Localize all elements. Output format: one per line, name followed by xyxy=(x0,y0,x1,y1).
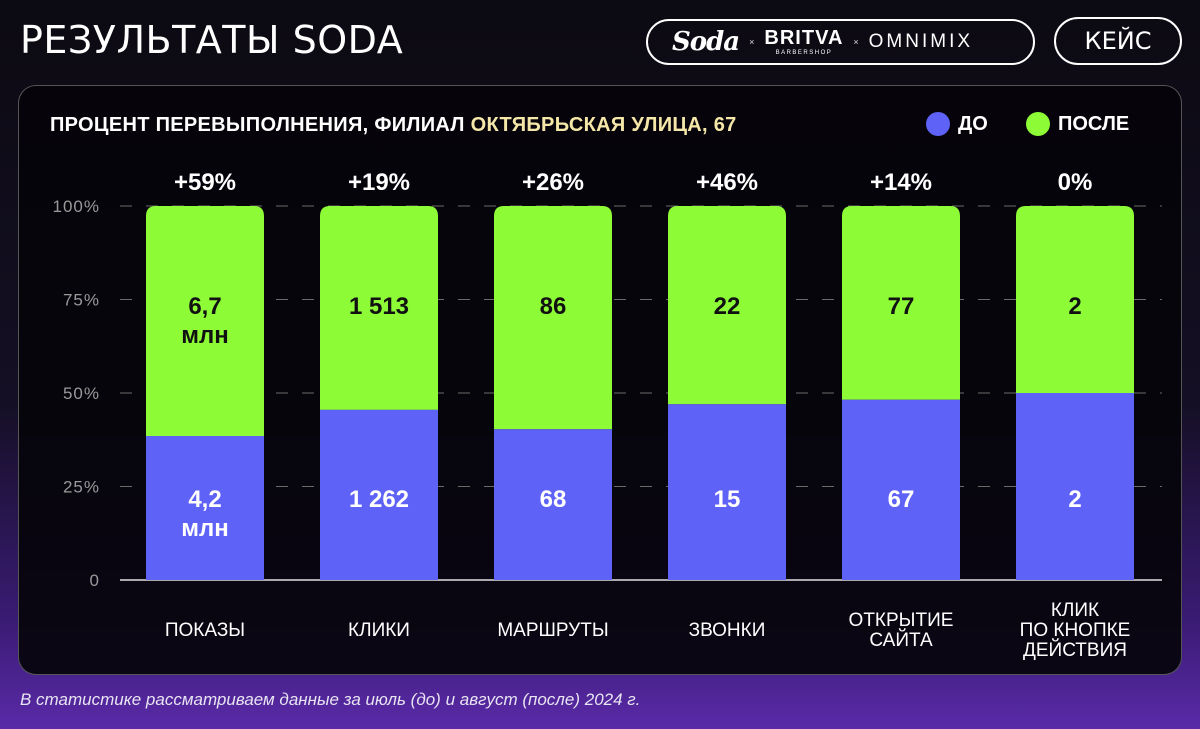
bar-before xyxy=(1016,393,1134,580)
bar-before-value-label: 68 xyxy=(540,486,567,513)
legend-item-after: ПОСЛЕ xyxy=(1026,112,1129,136)
growth-label: +59% xyxy=(174,169,236,196)
y-tick-label: 100% xyxy=(53,197,100,216)
legend-label-after: ПОСЛЕ xyxy=(1058,112,1130,135)
y-tick-label: 0 xyxy=(90,571,100,590)
footnote: В статистике рассматриваем данные за июл… xyxy=(20,690,641,709)
bar-after xyxy=(842,206,960,400)
soda-logo: Soda xyxy=(672,27,740,57)
bar-before-value-label: млн xyxy=(181,515,229,542)
bar-before xyxy=(146,436,264,580)
x-tick-label: ОТКРЫТИЕ xyxy=(849,610,954,631)
bar-after xyxy=(146,206,264,437)
bar-after-value-label: 86 xyxy=(540,293,567,320)
case-button[interactable]: КЕЙС xyxy=(1054,17,1182,65)
y-tick-label: 75% xyxy=(63,291,100,310)
growth-label: 0% xyxy=(1058,169,1093,196)
bar-before xyxy=(494,429,612,580)
chart-title-highlight: ОКТЯБРЬСКАЯ УЛИЦА, 67 xyxy=(470,114,737,136)
bar-before xyxy=(842,399,960,580)
bar-after xyxy=(1016,206,1134,393)
bar-before-value-label: 2 xyxy=(1068,486,1081,513)
chart-title: ПРОЦЕНТ ПЕРЕВЫПОЛНЕНИЯ, ФИЛИАЛ ОКТЯБРЬСК… xyxy=(50,114,737,137)
bar-before xyxy=(668,404,786,580)
growth-label: +26% xyxy=(522,169,584,196)
bar-after-value-label: 1 513 xyxy=(349,293,409,320)
bar-before-value-label: 4,2 xyxy=(188,486,221,513)
bar-after xyxy=(494,206,612,430)
bar-after xyxy=(668,206,786,405)
bar-before-value-label: 15 xyxy=(714,486,741,513)
partner-logos: Soda × BRITVA BARBERSHOP × OMNIMIX xyxy=(646,19,1035,65)
bar-after-value-label: 22 xyxy=(714,293,741,320)
legend-dot-before xyxy=(926,112,950,136)
bar-after-value-label: 77 xyxy=(888,293,915,320)
britva-logo-text: BRITVA xyxy=(764,27,844,49)
bar-before-value-label: 1 262 xyxy=(349,486,409,513)
page-title: РЕЗУЛЬТАТЫ SODA xyxy=(20,18,404,62)
x-tick-label: ПОКАЗЫ xyxy=(165,620,245,641)
omnimix-logo: OMNIMIX xyxy=(868,31,974,52)
bar-after-value-label: 2 xyxy=(1068,293,1081,320)
chart-title-prefix: ПРОЦЕНТ ПЕРЕВЫПОЛНЕНИЯ, ФИЛИАЛ xyxy=(50,114,471,136)
y-tick-label: 25% xyxy=(63,478,100,497)
y-tick-label: 50% xyxy=(63,384,100,403)
x-tick-label: КЛИКИ xyxy=(348,620,410,641)
x-tick-label: ЗВОНКИ xyxy=(689,620,766,641)
legend-item-before: ДО xyxy=(926,112,988,136)
legend-dot-after xyxy=(1026,112,1050,136)
growth-label: +19% xyxy=(348,169,410,196)
britva-logo: BRITVA BARBERSHOP xyxy=(764,28,843,56)
logo-separator: × xyxy=(749,37,755,47)
x-tick-label: САЙТА xyxy=(869,629,933,651)
growth-label: +46% xyxy=(696,169,758,196)
legend-label-before: ДО xyxy=(958,112,988,135)
x-tick-label: ПО КНОПКЕ xyxy=(1020,620,1131,641)
britva-logo-subtext: BARBERSHOP xyxy=(775,50,833,56)
logo-separator: × xyxy=(853,37,859,47)
bar-before xyxy=(320,409,438,580)
bar-after-value-label: млн xyxy=(181,322,229,349)
x-tick-label: МАРШРУТЫ xyxy=(497,620,608,641)
bar-after xyxy=(320,206,438,410)
bar-before-value-label: 67 xyxy=(888,486,915,513)
growth-label: +14% xyxy=(870,169,932,196)
x-tick-label: ДЕЙСТВИЯ xyxy=(1023,639,1127,661)
x-tick-label: КЛИК xyxy=(1051,600,1099,621)
bar-after-value-label: 6,7 xyxy=(188,293,221,320)
